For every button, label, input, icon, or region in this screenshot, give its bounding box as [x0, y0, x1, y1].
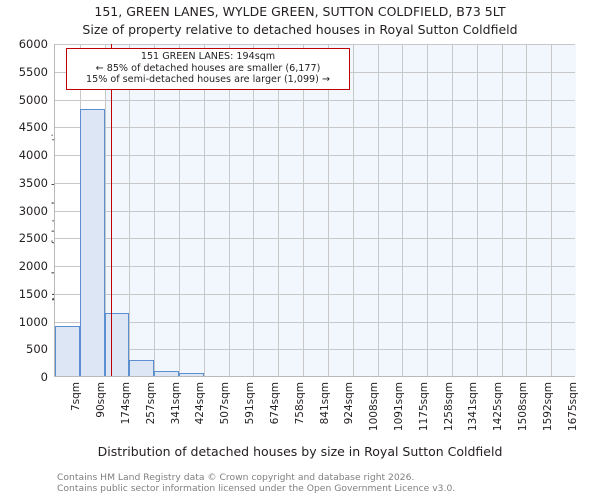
x-tick-label: 591sqm — [244, 382, 257, 425]
x-axis-ticks: 7sqm 90sqm 174sqm 257sqm 341sqm 424sqm 507sqm 5… — [0, 382, 600, 442]
x-tick-label: 1175sqm — [417, 382, 430, 432]
footer-line-2: Contains public sector information licen… — [57, 483, 456, 494]
x-tick-label: 424sqm — [194, 382, 207, 425]
histogram-bar — [129, 359, 155, 376]
x-tick-label: 1508sqm — [516, 382, 529, 432]
histogram-bar — [55, 325, 80, 376]
annotation-box: 151 GREEN LANES: 194sqm ← 85% of detache… — [66, 48, 350, 90]
y-tick-label: 5500 — [18, 64, 48, 79]
histogram-bar — [179, 372, 204, 376]
histogram-bar — [104, 312, 130, 376]
y-tick-label: 6000 — [18, 37, 48, 51]
y-tick-label: 500 — [26, 342, 48, 357]
x-axis-label: Distribution of detached houses by size … — [97, 444, 503, 459]
y-tick-label: 3000 — [18, 203, 48, 218]
y-axis-ticks: 0 500 1000 1500 2000 2500 3000 3500 4000 4500 5000… — [0, 37, 600, 384]
y-axis-label-wrap: Number of detached properties — [4, 44, 63, 377]
x-tick-label: 841sqm — [318, 382, 331, 425]
x-tick-label: 1258sqm — [442, 382, 455, 432]
y-tick-label: 3500 — [18, 175, 48, 190]
y-tick-label: 4000 — [18, 148, 48, 162]
y-tick-label: 0 — [40, 370, 48, 384]
plot-background — [104, 44, 576, 376]
x-tick-label: 1592sqm — [541, 382, 554, 432]
x-tick-label: 507sqm — [219, 382, 232, 425]
x-tick-label: 1091sqm — [392, 382, 405, 432]
histogram-bar — [79, 108, 105, 376]
property-marker-line — [110, 44, 112, 376]
plot-area — [54, 44, 576, 377]
page-title: 151, GREEN LANES, WYLDE GREEN, SUTTON CO… — [94, 4, 506, 19]
x-tick-label: 1008sqm — [368, 382, 381, 432]
y-tick-label: 5000 — [18, 92, 48, 107]
x-tick-label: 758sqm — [293, 382, 306, 425]
x-tick-label: 1341sqm — [467, 382, 480, 432]
x-tick-label: 7sqm — [70, 382, 83, 412]
x-tick-label: 174sqm — [120, 382, 133, 425]
x-tick-label: 924sqm — [343, 382, 356, 425]
x-tick-label: 90sqm — [95, 382, 108, 418]
annotation-line-1: 151 GREEN LANES: 194sqm — [140, 51, 276, 62]
histogram-bar — [154, 371, 180, 376]
x-tick-label: 674sqm — [268, 382, 281, 425]
x-tick-label: 257sqm — [144, 382, 157, 425]
page-subtitle: Size of property relative to detached ho… — [82, 22, 518, 37]
y-tick-label: 2500 — [18, 231, 48, 246]
x-tick-label: 1425sqm — [492, 382, 505, 432]
y-tick-label: 4500 — [18, 120, 48, 135]
y-tick-label: 1500 — [18, 286, 48, 301]
chart-titles: 151, GREEN LANES, WYLDE GREEN, SUTTON CO… — [0, 0, 600, 37]
x-tick-label: 341sqm — [169, 382, 182, 425]
footer-line-1: Contains HM Land Registry data © Crown c… — [57, 472, 415, 483]
attribution-footer: Contains HM Land Registry data © Crown c… — [57, 472, 597, 494]
y-tick-label: 2000 — [18, 259, 48, 273]
y-tick-label: 1000 — [18, 314, 48, 329]
annotation-line-3: 15% of semi-detached houses are larger (… — [86, 74, 330, 85]
annotation-line-2: ← 85% of detached houses are smaller (6,… — [95, 62, 321, 74]
x-tick-label: 1675sqm — [566, 382, 579, 432]
